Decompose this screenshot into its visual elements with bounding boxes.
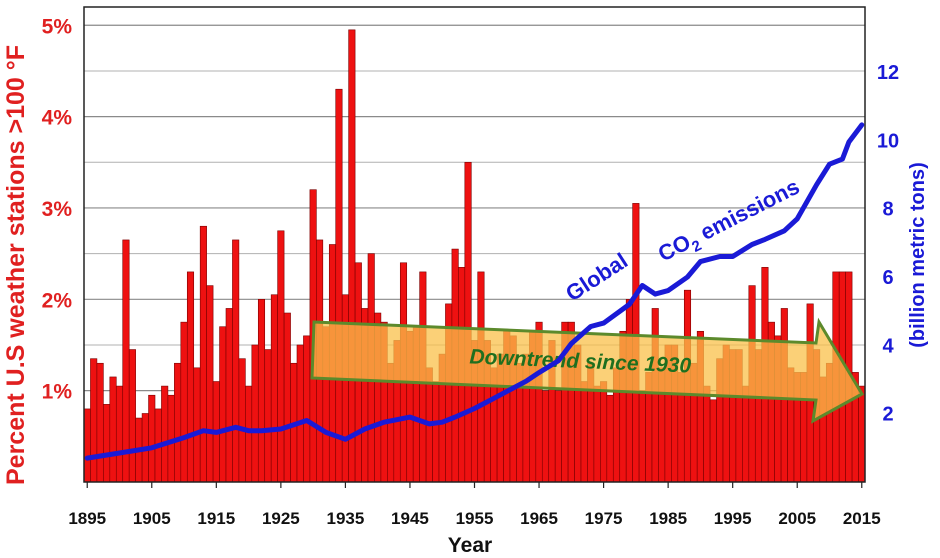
- bar: [432, 381, 440, 483]
- x-axis-label: Year: [448, 534, 492, 557]
- bar: [238, 358, 246, 483]
- right-tick-label: 10: [877, 130, 899, 152]
- bar: [83, 408, 91, 483]
- bar: [232, 239, 240, 483]
- co2-label-rest: emissions: [691, 174, 804, 248]
- bar: [225, 308, 233, 483]
- bar: [115, 385, 124, 483]
- x-tick-label: 1975: [585, 509, 623, 528]
- left-tick-label: 2%: [42, 289, 73, 312]
- right-tick-label: 12: [877, 62, 899, 84]
- bar: [122, 239, 130, 483]
- x-tick-label: 1925: [262, 509, 300, 528]
- right-tick-label: 8: [882, 199, 893, 221]
- x-tick-label: 1895: [68, 509, 106, 528]
- bar: [96, 362, 104, 483]
- bar: [593, 385, 601, 483]
- x-axis-ticks: 1895 1905 1915 1925 1935 1945 1955 1965 1975 1985…: [68, 482, 881, 528]
- bar: [148, 394, 156, 483]
- bar: [277, 230, 285, 483]
- x-tick-label: 2015: [843, 509, 881, 528]
- bar: [251, 344, 259, 483]
- bar-series: [83, 29, 866, 483]
- bar: [128, 349, 136, 483]
- bar: [464, 161, 472, 483]
- bar: [186, 271, 195, 483]
- bar: [858, 385, 866, 483]
- x-tick-label: 1965: [520, 509, 558, 528]
- x-tick-label: 1995: [714, 509, 752, 528]
- right-tick-label: 6: [882, 267, 893, 289]
- bar: [90, 358, 98, 483]
- bar: [742, 385, 750, 483]
- bar: [651, 308, 659, 483]
- bar: [303, 335, 311, 483]
- bar: [541, 390, 550, 483]
- bar: [245, 385, 253, 483]
- x-tick-label: 1915: [197, 509, 235, 528]
- bar: [283, 312, 291, 483]
- x-tick-label: 2005: [778, 509, 816, 528]
- left-tick-label: 5%: [42, 15, 73, 38]
- bar: [219, 326, 227, 483]
- downtrend-arrow-shape: [310, 317, 865, 424]
- x-tick-label: 1905: [133, 509, 171, 528]
- bar: [270, 294, 278, 483]
- x-tick-label: 1985: [649, 509, 687, 528]
- bar: [335, 88, 343, 483]
- left-tick-label: 1%: [42, 381, 73, 404]
- left-axis-label: Percent U.S weather stations >100 °F: [2, 45, 30, 485]
- bar: [257, 299, 266, 483]
- x-tick-label: 1945: [391, 509, 429, 528]
- bar: [161, 385, 169, 483]
- bar: [638, 390, 646, 483]
- bar: [703, 385, 711, 483]
- bar: [193, 367, 201, 483]
- x-tick-label: 1935: [326, 509, 364, 528]
- right-axis-label: (billion metric tons): [907, 162, 929, 348]
- left-tick-label: 3%: [42, 198, 73, 221]
- bar: [296, 344, 304, 483]
- bar: [709, 399, 717, 483]
- left-tick-label: 4%: [42, 107, 73, 130]
- bar: [264, 349, 272, 483]
- right-tick-label: 4: [882, 335, 894, 357]
- bar: [600, 381, 608, 483]
- bar: [206, 285, 214, 483]
- bar: [103, 404, 111, 483]
- co2-label-co: CO: [654, 229, 695, 266]
- downtrend-arrow: Downtrend since 1930: [310, 317, 865, 424]
- right-tick-label: 2: [882, 404, 893, 426]
- x-tick-label: 1955: [456, 509, 494, 528]
- co2-label-global: Global: [561, 248, 632, 306]
- bar: [606, 394, 614, 483]
- bar: [554, 390, 562, 483]
- bar: [109, 376, 117, 483]
- bar: [174, 362, 182, 483]
- bar: [348, 29, 356, 483]
- bar: [580, 381, 588, 483]
- bar: [180, 321, 188, 483]
- co2-emissions-line: [84, 122, 865, 461]
- right-axis-ticks: 2 4 6 8 10 12: [877, 62, 899, 426]
- bar: [199, 225, 207, 483]
- left-axis-ticks: 1% 2% 3% 4% 5%: [42, 15, 73, 403]
